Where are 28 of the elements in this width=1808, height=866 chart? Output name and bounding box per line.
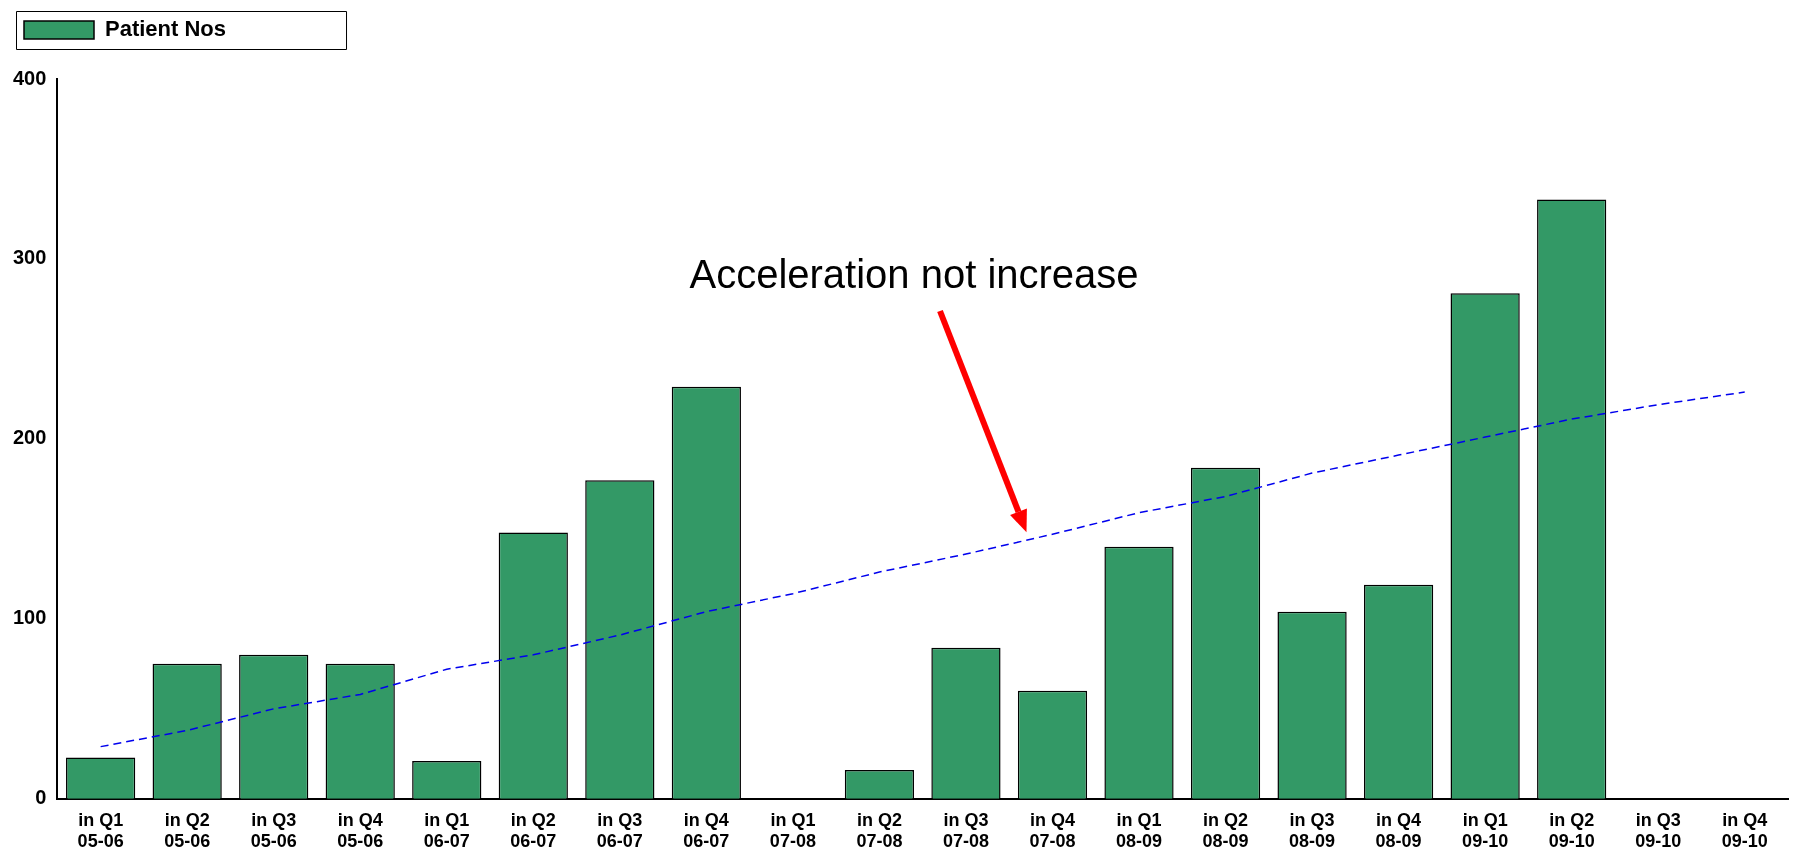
legend-label: Patient Nos bbox=[105, 16, 227, 42]
x-tick-label: in Q2 05-06 bbox=[164, 809, 211, 852]
x-tick-label: in Q1 06-07 bbox=[423, 809, 470, 852]
x-tick-label: in Q3 06-07 bbox=[596, 809, 643, 852]
y-tick-label: 0 bbox=[35, 786, 47, 809]
x-tick-label: in Q1 08-09 bbox=[1115, 809, 1163, 852]
x-tick-label: in Q1 09-10 bbox=[1462, 809, 1509, 852]
x-tick-label: in Q3 08-09 bbox=[1289, 809, 1336, 852]
x-tick-label: in Q3 07-08 bbox=[942, 809, 989, 852]
x-tick-label: in Q3 09-10 bbox=[1635, 809, 1682, 852]
x-tick-label: in Q4 07-08 bbox=[1029, 809, 1076, 852]
x-tick-label: in Q2 06-07 bbox=[510, 809, 557, 852]
x-tick-label: in Q4 05-06 bbox=[337, 809, 384, 852]
x-tick-label: in Q1 07-08 bbox=[769, 809, 816, 852]
annotation: Acceleration not increase bbox=[689, 251, 1139, 296]
x-tick-label: in Q2 09-10 bbox=[1548, 809, 1595, 852]
line-series bbox=[99, 391, 1746, 748]
y-tick-label: 100 bbox=[12, 606, 47, 629]
x-tick-label: in Q4 09-10 bbox=[1721, 809, 1768, 852]
x-tick-label: in Q3 05-06 bbox=[250, 809, 297, 852]
x-tick-label: in Q4 08-09 bbox=[1375, 809, 1422, 852]
x-tick-label: in Q2 07-08 bbox=[856, 809, 903, 852]
y-tick-label: 200 bbox=[12, 426, 47, 449]
x-tick-label: in Q1 05-06 bbox=[77, 809, 124, 852]
y-tick-label: 400 bbox=[12, 66, 47, 89]
x-tick-label: in Q2 08-09 bbox=[1202, 809, 1249, 852]
y-tick-label: 300 bbox=[12, 246, 47, 269]
x-tick-label: in Q4 06-07 bbox=[683, 809, 730, 852]
